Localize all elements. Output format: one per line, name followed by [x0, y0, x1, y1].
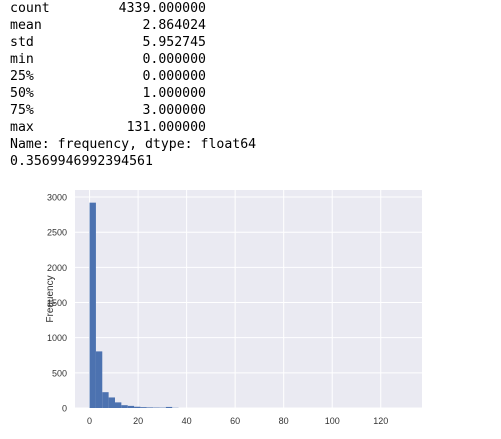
- describe-row: max 131.000000: [10, 119, 256, 136]
- y-tick-label: 500: [52, 368, 67, 378]
- describe-value: 5.952745: [142, 35, 206, 50]
- describe-value: 2.864024: [142, 18, 206, 33]
- describe-value: 0.000000: [142, 69, 206, 84]
- describe-label: max: [10, 120, 34, 135]
- histogram-bar: [165, 406, 173, 408]
- describe-value: 131.000000: [126, 120, 206, 135]
- y-tick-label: 0: [62, 404, 67, 414]
- x-tick-label: 40: [182, 416, 192, 426]
- y-tick-label: 1000: [47, 333, 67, 343]
- histogram-bar: [146, 407, 154, 408]
- y-tick-label: 1500: [47, 298, 67, 308]
- describe-label: 50%: [10, 86, 34, 101]
- x-tick-label: 0: [87, 416, 92, 426]
- histogram-bar: [95, 351, 103, 408]
- y-tick-label: 3000: [47, 193, 67, 203]
- series-name-line: Name: frequency, dtype: float64: [10, 137, 257, 152]
- describe-value: 3.000000: [142, 103, 206, 118]
- describe-value: 0.000000: [142, 52, 206, 67]
- histogram-bar: [102, 392, 109, 408]
- describe-row: count 4339.000000: [10, 0, 256, 17]
- histogram-bar: [127, 405, 135, 408]
- describe-row: 25% 0.000000: [10, 68, 256, 85]
- describe-label: min: [10, 52, 34, 67]
- x-tick-label: 100: [325, 416, 340, 426]
- describe-row: 50% 1.000000: [10, 85, 256, 102]
- extra-value-line: 0.3569946992394561: [10, 154, 153, 169]
- describe-row: mean 2.864024: [10, 17, 256, 34]
- x-tick-label: 20: [133, 416, 143, 426]
- describe-label: mean: [10, 18, 42, 33]
- describe-label: 25%: [10, 69, 34, 84]
- histogram-bar: [89, 202, 96, 408]
- describe-value: 1.000000: [142, 86, 206, 101]
- describe-output: count 4339.000000 mean 2.864024 std 5.952745 m…: [10, 0, 256, 170]
- histogram-bar: [134, 406, 141, 408]
- x-tick-label: 80: [279, 416, 289, 426]
- describe-row: 75% 3.000000: [10, 102, 256, 119]
- histogram-bar: [121, 405, 128, 408]
- y-tick-label: 2500: [47, 228, 67, 238]
- plot-background: [75, 190, 422, 408]
- y-tick-label: 2000: [47, 263, 67, 273]
- describe-label: std: [10, 35, 34, 50]
- describe-row: min 0.000000: [10, 51, 256, 68]
- histogram-bar: [114, 402, 122, 408]
- y-axis-label: Frequency: [45, 275, 56, 322]
- histogram-chart: 0 500 1000 1500 2000 2500 3000 0 20 40 60 80 100 120 F…: [45, 190, 422, 426]
- x-tick-label: 120: [373, 416, 388, 426]
- x-tick-label: 60: [230, 416, 240, 426]
- describe-label: 75%: [10, 103, 34, 118]
- describe-value: 4339.000000: [118, 1, 206, 16]
- describe-row: std 5.952745: [10, 34, 256, 51]
- describe-label: count: [10, 1, 50, 16]
- histogram-bar: [140, 407, 147, 408]
- histogram-bar: [108, 397, 115, 408]
